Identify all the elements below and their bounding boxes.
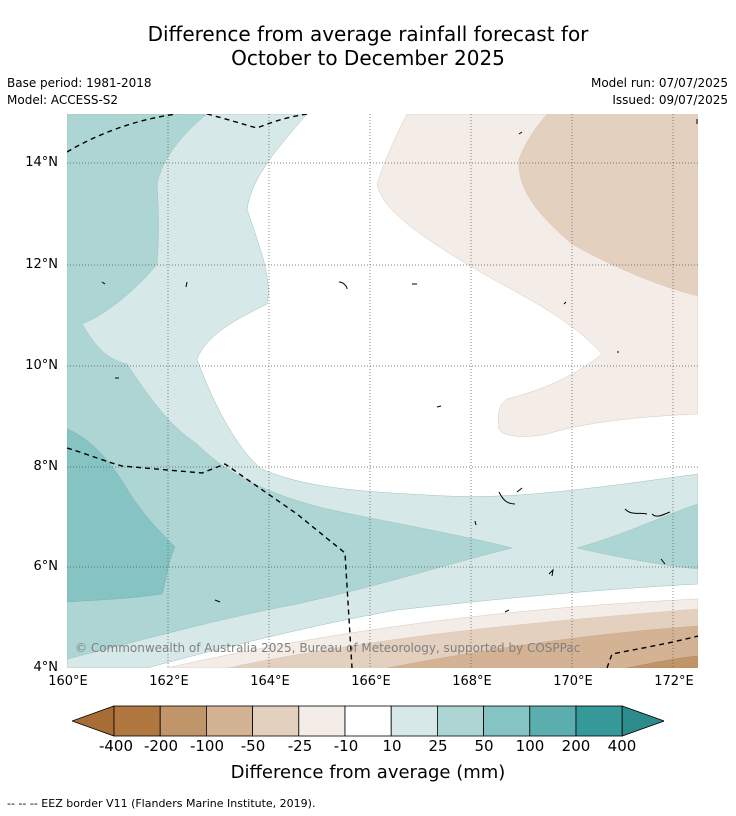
lon-label-162: 162°E [149,674,189,689]
lat-label-4: 4°N [33,660,59,675]
title-line-1: Difference from average rainfall forecas… [147,22,589,46]
cb-label-minus25: -25 [287,737,313,755]
contour-minus25-minus50 [518,114,698,297]
colorbar-swatch [159,705,207,737]
lat-label-10: 10°N [25,358,58,373]
lat-label-14: 14°N [25,155,58,170]
cb-label-minus400: -400 [98,737,134,755]
lon-label-160: 160°E [48,674,88,689]
lon-label-164: 164°E [250,674,290,689]
rainfall-map: © Commonwealth of Australia 2025, Bureau… [67,114,698,668]
contour-25-50-east [576,503,698,570]
meta-left: Base period: 1981-2018 Model: ACCESS-S2 [7,75,152,109]
cb-label-50: 50 [474,737,494,755]
eez-border [67,114,698,668]
graticule [67,114,698,668]
eez-footnote: -- -- -- EEZ border V11 (Flanders Marine… [7,797,316,810]
cb-label-400: 400 [607,737,637,755]
colorbar-swatch [113,705,161,737]
map-title: Difference from average rainfall forecas… [0,22,736,70]
colorbar-swatch [390,705,438,737]
colorbar [70,704,666,738]
cb-label-minus10: -10 [333,737,359,755]
model-name: Model: ACCESS-S2 [7,93,119,107]
base-period: Base period: 1981-2018 [7,76,152,90]
colorbar-svg [70,705,666,737]
cb-label-100: 100 [515,737,545,755]
south-band-minus100 [626,655,698,668]
cb-label-10: 10 [382,737,402,755]
lat-label-6: 6°N [33,559,59,574]
meta-right: Model run: 07/07/2025 Issued: 09/07/2025 [591,75,728,109]
lon-label-166: 166°E [351,674,391,689]
colorbar-title: Difference from average (mm) [230,762,506,783]
lon-label-170: 170°E [553,674,593,689]
colorbar-arrow-high [621,705,666,737]
colorbar-swatch [298,705,346,737]
colorbar-swatch [529,705,577,737]
issued-date: Issued: 09/07/2025 [612,93,728,107]
islands [101,119,698,613]
lon-label-172: 172°E [654,674,694,689]
contour-50-100 [67,428,176,603]
map-copyright: © Commonwealth of Australia 2025, Bureau… [75,641,580,655]
cb-label-25: 25 [428,737,448,755]
cb-label-minus200: -200 [143,737,179,755]
cb-label-200: 200 [561,737,591,755]
lat-label-8: 8°N [33,459,59,474]
model-run: Model run: 07/07/2025 [590,76,728,90]
colorbar-arrow-low [70,705,115,737]
cb-label-minus50: -50 [240,737,266,755]
colorbar-swatch [575,705,623,737]
south-band-minus50 [386,625,698,668]
lat-label-12: 12°N [25,257,58,272]
lon-label-168: 168°E [452,674,492,689]
colorbar-swatch [436,705,484,737]
colorbar-swatch [344,705,392,737]
colorbar-swatch [483,705,531,737]
title-line-2: October to December 2025 [231,46,505,70]
cb-label-minus100: -100 [189,737,225,755]
contour-25-50 [67,114,513,660]
colorbar-swatch [205,705,253,737]
colorbar-swatch [252,705,300,737]
